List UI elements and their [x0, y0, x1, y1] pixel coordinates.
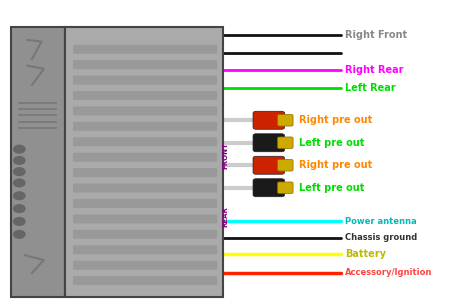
Circle shape [14, 218, 25, 225]
FancyBboxPatch shape [73, 245, 217, 254]
Circle shape [14, 192, 25, 200]
Text: Right pre out: Right pre out [299, 160, 373, 170]
Text: Right Rear: Right Rear [346, 66, 404, 75]
Text: FRONT: FRONT [222, 142, 228, 169]
Text: Left Rear: Left Rear [346, 83, 396, 93]
FancyBboxPatch shape [73, 276, 217, 285]
Bar [65, 27, 223, 297]
Text: Right pre out: Right pre out [299, 115, 373, 125]
FancyBboxPatch shape [253, 156, 284, 174]
FancyBboxPatch shape [277, 137, 293, 148]
Circle shape [14, 156, 25, 164]
FancyBboxPatch shape [73, 214, 217, 223]
FancyBboxPatch shape [73, 184, 217, 192]
Circle shape [14, 179, 25, 187]
FancyBboxPatch shape [73, 199, 217, 208]
FancyBboxPatch shape [253, 111, 284, 129]
Bar [11, 27, 65, 297]
Circle shape [14, 168, 25, 176]
FancyBboxPatch shape [73, 230, 217, 239]
Text: Accessory/Ignition: Accessory/Ignition [346, 268, 433, 278]
FancyBboxPatch shape [73, 168, 217, 177]
Text: Left pre out: Left pre out [299, 138, 365, 148]
FancyBboxPatch shape [73, 107, 217, 116]
FancyBboxPatch shape [73, 45, 217, 54]
FancyBboxPatch shape [73, 153, 217, 162]
FancyBboxPatch shape [73, 75, 217, 85]
FancyBboxPatch shape [277, 182, 293, 193]
FancyBboxPatch shape [73, 60, 217, 69]
FancyBboxPatch shape [73, 91, 217, 100]
Text: Power antenna: Power antenna [346, 217, 417, 226]
Text: Battery: Battery [346, 249, 386, 259]
Circle shape [14, 145, 25, 153]
Text: Right Front: Right Front [346, 30, 408, 40]
Text: Chassis ground: Chassis ground [346, 233, 418, 242]
Circle shape [14, 205, 25, 213]
Text: Left pre out: Left pre out [299, 183, 365, 193]
FancyBboxPatch shape [277, 160, 293, 171]
FancyBboxPatch shape [73, 137, 217, 146]
FancyBboxPatch shape [73, 122, 217, 131]
Text: REAR: REAR [222, 206, 228, 227]
FancyBboxPatch shape [253, 179, 284, 197]
FancyBboxPatch shape [253, 134, 284, 152]
FancyBboxPatch shape [277, 115, 293, 126]
FancyBboxPatch shape [73, 261, 217, 270]
Circle shape [14, 230, 25, 238]
